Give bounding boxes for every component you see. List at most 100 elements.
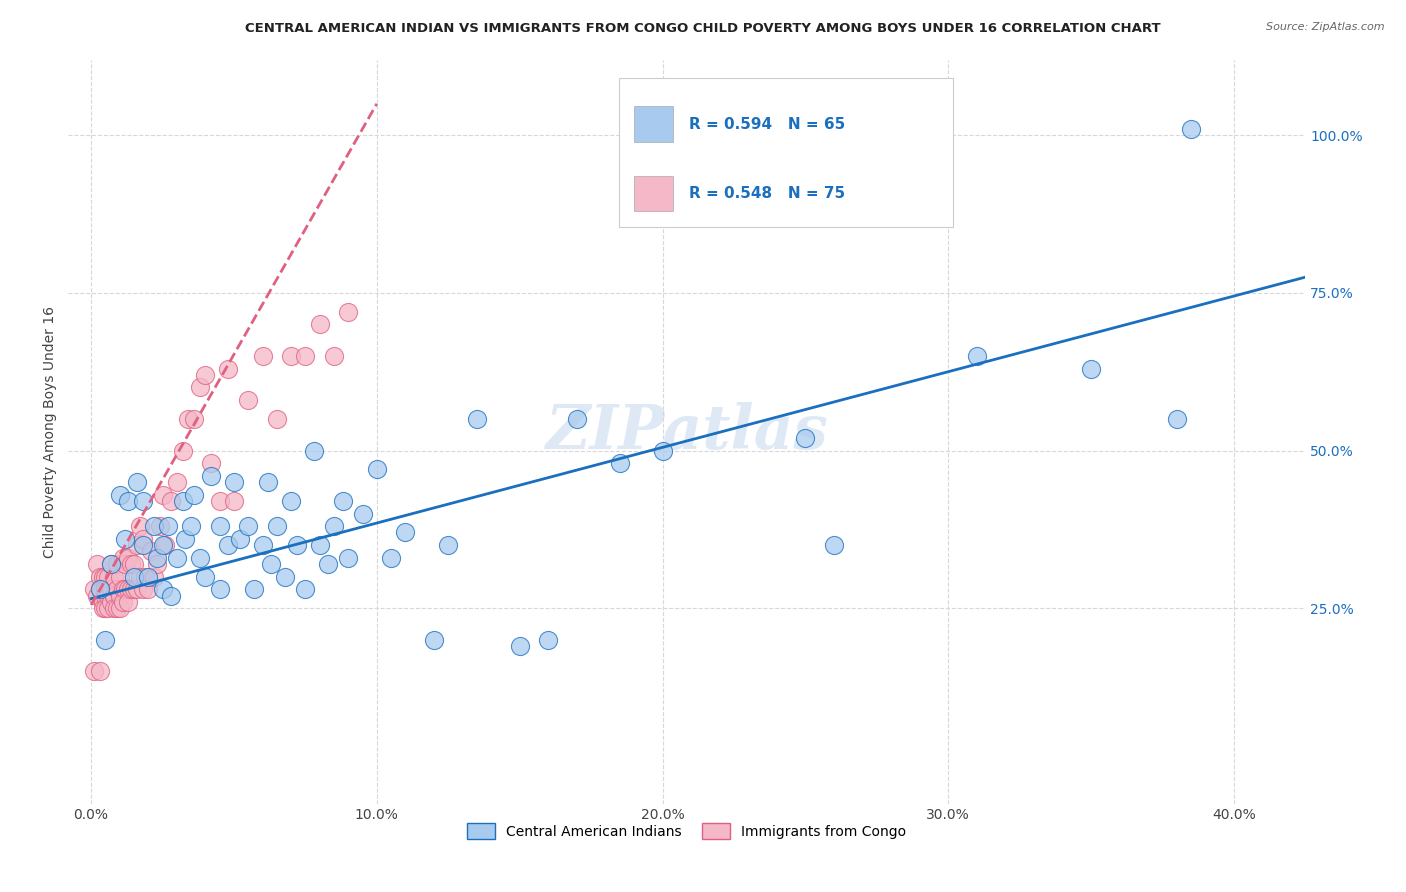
Point: [308, 318, 330, 332]
Point: [131, 532, 153, 546]
Point: [208, 494, 231, 508]
Point: [105, 601, 128, 615]
Point: [208, 582, 231, 597]
Point: [111, 582, 134, 597]
FancyBboxPatch shape: [619, 78, 953, 227]
Point: [437, 538, 460, 552]
Point: [823, 538, 845, 552]
Point: [252, 538, 274, 552]
Point: [91, 595, 114, 609]
Point: [337, 305, 360, 319]
Point: [1080, 361, 1102, 376]
Point: [266, 412, 288, 426]
Point: [122, 582, 145, 597]
Point: [94, 582, 117, 597]
Point: [89, 569, 111, 583]
Point: [114, 557, 136, 571]
Point: [94, 589, 117, 603]
Point: [166, 550, 188, 565]
Point: [108, 589, 131, 603]
Y-axis label: Child Poverty Among Boys Under 16: Child Poverty Among Boys Under 16: [44, 306, 58, 558]
Point: [1166, 412, 1188, 426]
Point: [323, 519, 346, 533]
Point: [94, 632, 117, 647]
Point: [142, 519, 165, 533]
Point: [651, 443, 673, 458]
Point: [266, 519, 288, 533]
Point: [100, 582, 122, 597]
Point: [695, 211, 717, 225]
Point: [509, 639, 531, 653]
Point: [100, 595, 122, 609]
Point: [285, 538, 308, 552]
Point: [183, 412, 205, 426]
Point: [125, 538, 148, 552]
Point: [394, 525, 416, 540]
Point: [86, 589, 108, 603]
Point: [105, 582, 128, 597]
Point: [125, 475, 148, 489]
Point: [302, 443, 325, 458]
Point: [152, 582, 174, 597]
Point: [111, 550, 134, 565]
Text: R = 0.548   N = 75: R = 0.548 N = 75: [689, 186, 845, 201]
Point: [131, 538, 153, 552]
Point: [208, 519, 231, 533]
Point: [114, 532, 136, 546]
Point: [465, 412, 488, 426]
Point: [183, 488, 205, 502]
Point: [366, 462, 388, 476]
Text: CENTRAL AMERICAN INDIAN VS IMMIGRANTS FROM CONGO CHILD POVERTY AMONG BOYS UNDER : CENTRAL AMERICAN INDIAN VS IMMIGRANTS FR…: [245, 22, 1161, 36]
Point: [91, 601, 114, 615]
Point: [139, 544, 162, 558]
Point: [609, 456, 631, 470]
Text: R = 0.594   N = 65: R = 0.594 N = 65: [689, 117, 845, 132]
Point: [100, 557, 122, 571]
Point: [152, 538, 174, 552]
Point: [260, 557, 283, 571]
Point: [125, 582, 148, 597]
Point: [188, 380, 211, 394]
Point: [97, 589, 120, 603]
Point: [103, 569, 125, 583]
Point: [146, 550, 169, 565]
Point: [97, 601, 120, 615]
Point: [323, 349, 346, 363]
Point: [565, 412, 588, 426]
Point: [243, 582, 266, 597]
Bar: [634, 106, 673, 142]
Point: [108, 601, 131, 615]
Point: [274, 569, 297, 583]
Legend: Central American Indians, Immigrants from Congo: Central American Indians, Immigrants fro…: [461, 818, 912, 845]
Point: [537, 632, 560, 647]
Point: [122, 557, 145, 571]
Point: [294, 582, 316, 597]
Point: [100, 557, 122, 571]
Point: [131, 582, 153, 597]
Point: [166, 475, 188, 489]
Point: [94, 601, 117, 615]
Text: ZIPatlas: ZIPatlas: [546, 401, 828, 461]
Point: [120, 557, 142, 571]
Point: [128, 519, 150, 533]
Point: [194, 368, 217, 382]
Point: [352, 507, 374, 521]
Point: [142, 569, 165, 583]
Point: [94, 569, 117, 583]
Point: [108, 569, 131, 583]
Point: [200, 456, 222, 470]
Point: [103, 589, 125, 603]
Point: [172, 494, 194, 508]
Point: [155, 538, 177, 552]
Point: [117, 582, 139, 597]
Point: [174, 532, 197, 546]
Point: [200, 468, 222, 483]
Point: [89, 664, 111, 678]
Point: [217, 538, 239, 552]
Point: [966, 349, 988, 363]
Point: [280, 349, 302, 363]
Point: [294, 349, 316, 363]
Point: [280, 494, 302, 508]
Point: [228, 532, 250, 546]
Point: [217, 361, 239, 376]
